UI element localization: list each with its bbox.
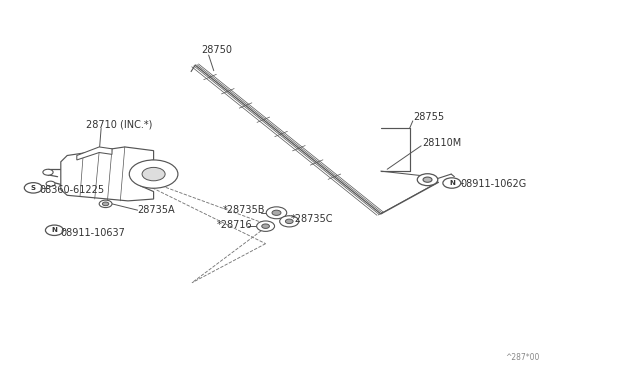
Circle shape (417, 174, 438, 186)
Circle shape (142, 167, 165, 181)
Text: *28735C: *28735C (291, 215, 333, 224)
Circle shape (45, 225, 63, 235)
Text: 28735A: 28735A (138, 205, 175, 215)
Circle shape (280, 216, 299, 227)
Circle shape (102, 202, 109, 206)
Circle shape (262, 224, 269, 228)
Text: ^287*00: ^287*00 (506, 353, 540, 362)
Text: 08360-61225: 08360-61225 (40, 185, 105, 195)
Circle shape (257, 221, 275, 231)
Circle shape (46, 181, 55, 186)
Circle shape (129, 160, 178, 188)
Circle shape (24, 183, 42, 193)
Circle shape (43, 169, 53, 175)
Text: N: N (449, 180, 455, 186)
Polygon shape (61, 147, 154, 201)
Text: S: S (31, 185, 36, 191)
Text: 28110M: 28110M (422, 138, 461, 148)
Circle shape (443, 178, 461, 188)
Text: *28716: *28716 (216, 220, 252, 230)
Circle shape (272, 210, 281, 215)
Polygon shape (77, 147, 112, 160)
Circle shape (285, 219, 293, 224)
Circle shape (423, 177, 432, 182)
Text: 28710 (INC.*): 28710 (INC.*) (86, 120, 153, 129)
Circle shape (266, 207, 287, 219)
Text: 28750: 28750 (202, 45, 232, 55)
Text: 08911-10637: 08911-10637 (61, 228, 125, 237)
Text: 08911-1062G: 08911-1062G (461, 179, 527, 189)
Text: 28755: 28755 (413, 112, 444, 122)
Text: *28735B: *28735B (223, 205, 265, 215)
Text: N: N (51, 227, 58, 233)
Circle shape (99, 200, 112, 208)
